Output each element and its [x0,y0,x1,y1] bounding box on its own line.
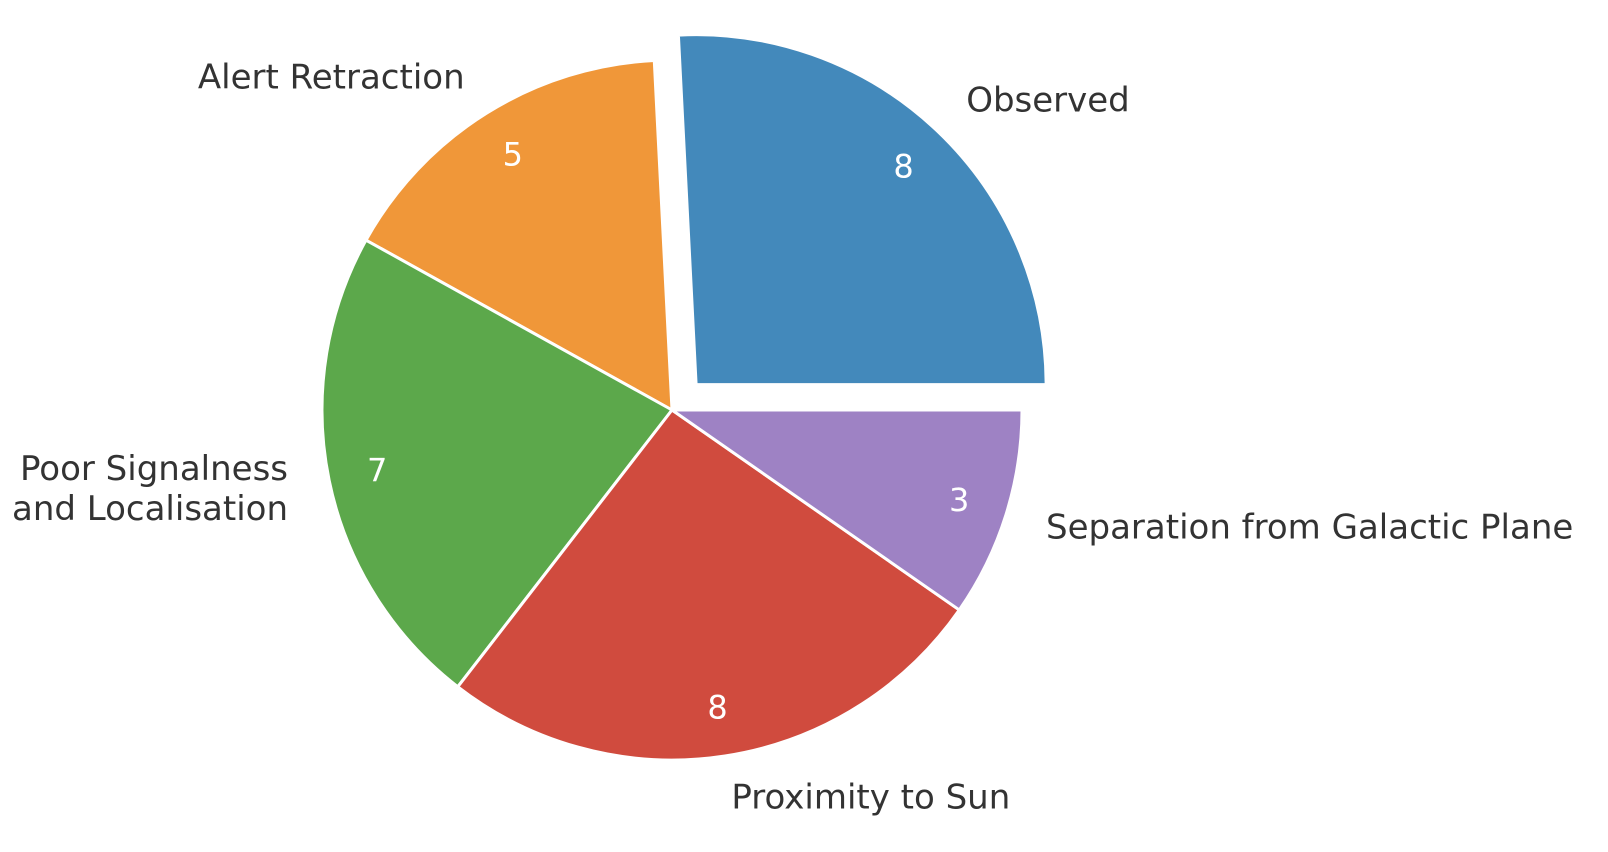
pie-label-line: and Localisation [12,489,288,529]
pie-value-labels: 8 5 7 8 3 [367,136,969,727]
pie-label-proximity-to-sun: Proximity to Sun [731,777,1010,817]
pie-label-line: Alert Retraction [198,57,465,97]
pie-value-alert-retraction: 5 [503,136,523,174]
pie-slice-poor-signalness-and-localisation [320,238,675,689]
pie-slices [320,33,1048,762]
pie-slice-observed [676,33,1048,387]
pie-label-observed: Observed [966,81,1130,121]
pie-label-line: Observed [966,81,1130,121]
pie-label-alert-retraction: Alert Retraction [198,57,465,97]
pie-label-separation-from-galactic-plane: Separation from Galactic Plane [1046,507,1573,547]
pie-slice-proximity-to-sun [455,407,962,762]
pie-label-poor-signalness-and-localisation: Poor Signalness and Localisation [12,449,288,529]
pie-value-separation-from-galactic-plane: 3 [949,481,969,519]
pie-category-labels: Observed Alert Retraction Poor Signalness a… [12,57,1573,817]
pie-value-poor-signalness-and-localisation: 7 [367,452,387,490]
pie-label-line: Separation from Galactic Plane [1046,507,1573,547]
pie-slice-separation-from-galactic-plane [667,408,1024,613]
pie-label-line: Poor Signalness [20,449,288,489]
pie-label-line: Proximity to Sun [731,777,1010,817]
pie-value-proximity-to-sun: 8 [707,689,727,727]
pie-value-observed: 8 [893,147,913,185]
pie-slice-alert-retraction [363,58,674,413]
